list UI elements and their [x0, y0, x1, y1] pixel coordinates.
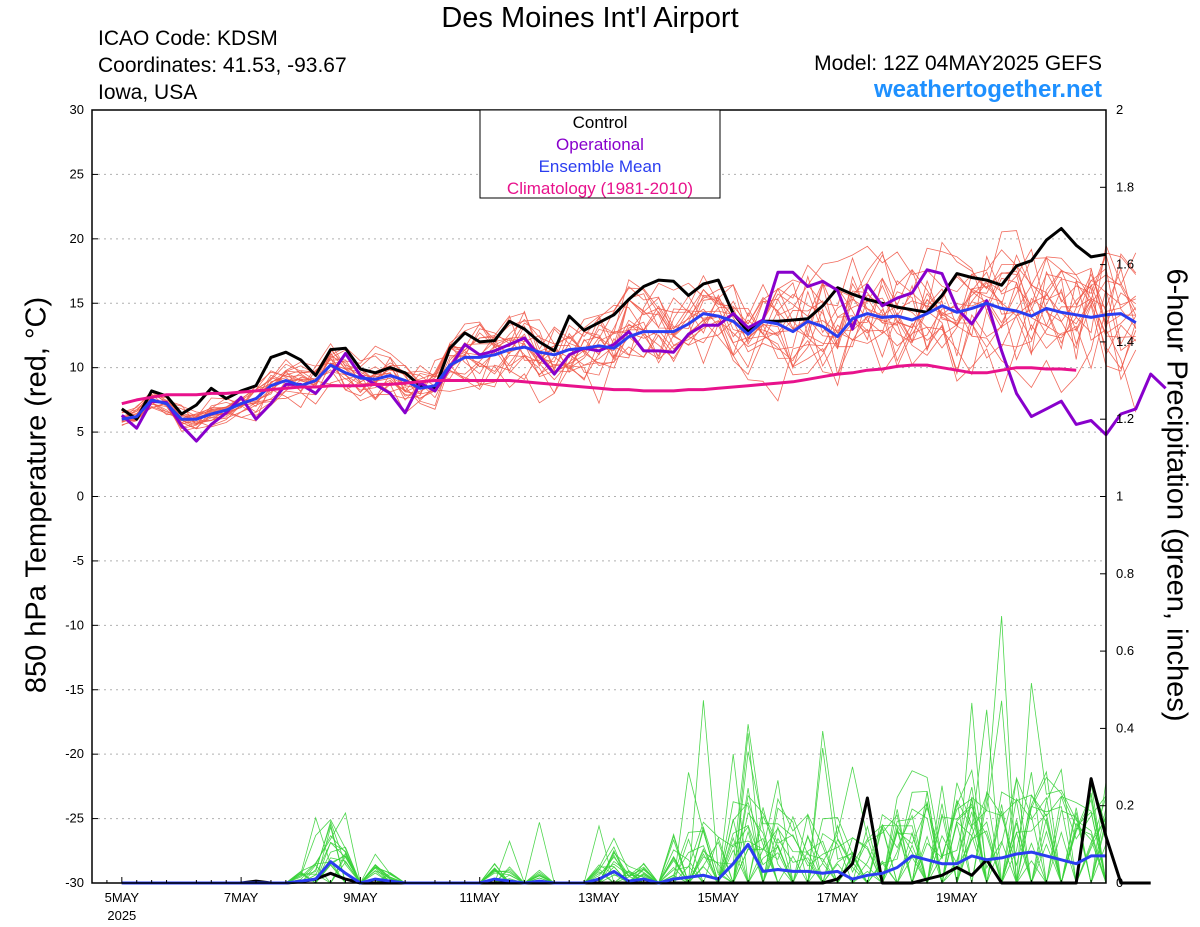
y-left-tick-label: -20 [65, 746, 84, 761]
temp-member-line [121, 283, 1137, 422]
coordinates: Coordinates: 41.53, -93.67 [98, 54, 347, 77]
x-tick-label: 17MAY [817, 890, 859, 905]
ensemble-members [121, 230, 1137, 885]
legend-entry: Ensemble Mean [539, 157, 662, 176]
y-right-tick-label: 2 [1116, 102, 1123, 117]
temp-member-line [121, 241, 1137, 430]
y-left-tick-label: 5 [77, 424, 84, 439]
legend-entry: Climatology (1981-2010) [507, 179, 693, 198]
climatology-1981-2010-temp-line [121, 363, 1077, 406]
y-left-tick-label: 0 [77, 489, 84, 504]
legend-entry: Operational [556, 135, 644, 154]
legend: Control Operational Ensemble Mean Climatolo… [479, 109, 721, 199]
y-right-tick-label: 0 [1116, 875, 1123, 890]
temp-member-line [121, 250, 1137, 419]
x-tick-label: 13MAY [578, 890, 620, 905]
main-series-lines [120, 227, 1167, 885]
x-tick-label: 7MAY [224, 890, 259, 905]
y-right-tick-label: 1.4 [1116, 334, 1134, 349]
model-run: Model: 12Z 04MAY2025 GEFS [814, 52, 1102, 75]
y-right-tick-label: 1 [1116, 489, 1123, 504]
chart-title: Des Moines Int'l Airport [441, 2, 739, 34]
y-right-tick-label: 1.8 [1116, 179, 1134, 194]
temp-member-line [121, 248, 1137, 421]
y-left-tick-label: 15 [70, 295, 84, 310]
temp-member-line [121, 245, 1137, 419]
x-tick-label: 9MAY [343, 890, 378, 905]
brand-link[interactable]: weathertogether.net [873, 76, 1102, 103]
control-temp-line [120, 227, 1107, 421]
y-left-tick-label: -30 [65, 875, 84, 890]
y-left-tick-label: -5 [72, 553, 84, 568]
temp-member-line [121, 256, 1137, 430]
icao-code: ICAO Code: KDSM [98, 27, 278, 50]
location: Iowa, USA [98, 81, 198, 104]
plot-frame [91, 109, 1107, 884]
y-left-tick-label: -10 [65, 617, 84, 632]
x-tick-year-label: 2025 [107, 908, 136, 923]
y-right-tick-label: 0.8 [1116, 566, 1134, 581]
y-left-tick-label: 25 [70, 166, 84, 181]
x-tick-label: 15MAY [697, 890, 739, 905]
y-left-tick-label: 20 [70, 231, 84, 246]
ensemble-mean-temp-line [121, 301, 1137, 421]
temp-member-line [121, 288, 1137, 426]
y-right-tick-label: 0.4 [1116, 720, 1134, 735]
y-right-tick-label: 0.2 [1116, 798, 1134, 813]
y-left-tick-label: -15 [65, 682, 84, 697]
temp-member-line [121, 271, 1137, 420]
x-tick-label: 11MAY [459, 890, 500, 905]
grid-lines [92, 173, 1106, 820]
y-right-tick-label: 1.6 [1116, 257, 1134, 272]
y-left-tick-label: 10 [70, 360, 84, 375]
x-tick-label: 5MAY [105, 890, 140, 905]
legend-box [479, 109, 721, 199]
y-left-tick-label: 30 [70, 102, 84, 117]
legend-entry: Control [573, 113, 628, 132]
y-right-tick-label: 1.2 [1116, 411, 1134, 426]
x-tick-label: 19MAY [936, 890, 978, 905]
y-left-tick-label: -25 [65, 811, 84, 826]
y-right-tick-label: 0.6 [1116, 643, 1134, 658]
temp-member-line [121, 243, 1137, 429]
